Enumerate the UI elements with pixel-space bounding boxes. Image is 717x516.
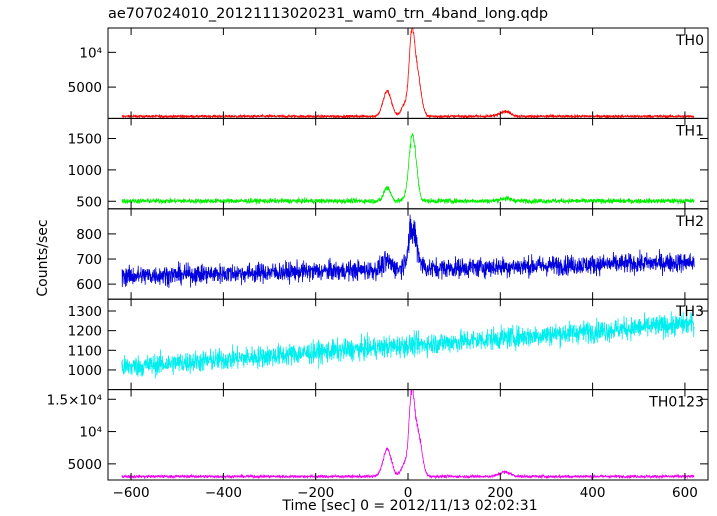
y-tick-label-th0123: 5000: [68, 457, 102, 473]
x-tick-label: −400: [205, 485, 242, 501]
series-line-th2: [121, 214, 695, 289]
panel-frame-th3: [107, 298, 709, 391]
y-tick-label-th0123: 10⁴: [79, 425, 102, 441]
panel-label-th0123: TH0123: [648, 395, 704, 411]
x-tick-label: −200: [297, 485, 334, 501]
y-tick-label-th2: 700: [76, 252, 102, 268]
panel-label-th0: TH0: [675, 33, 704, 49]
y-tick-label-th3: 1200: [68, 324, 102, 340]
x-tick-label: 600: [672, 485, 698, 501]
y-tick-label-th3: 1100: [68, 343, 102, 359]
x-axis-label: Time [sec] 0 = 2012/11/13 02:02:31: [281, 498, 537, 514]
y-tick-label-th0: 10⁴: [79, 45, 102, 61]
y-tick-label-th3: 1300: [68, 304, 102, 320]
y-tick-label-th3: 1000: [68, 363, 102, 379]
panel-frame-th1: [107, 117, 709, 210]
series-line-th3: [121, 311, 695, 379]
series-line-th0: [121, 28, 695, 119]
chart-title: ae707024010_20121113020231_wam0_trn_4ban…: [108, 6, 548, 22]
y-tick-label-th2: 800: [76, 227, 102, 243]
series-line-th0123: [121, 389, 695, 480]
y-tick-label-th2: 600: [76, 277, 102, 293]
y-tick-label-th0123: 1.5×10⁴: [47, 392, 102, 408]
panel-frame-th2: [107, 208, 709, 300]
x-tick-label: 0: [404, 485, 413, 501]
panel-label-th1: TH1: [675, 123, 704, 139]
series-line-th1: [121, 133, 695, 205]
y-axis-label: Counts/sec: [35, 219, 51, 296]
x-tick-label: 400: [580, 485, 606, 501]
x-tick-label: 200: [487, 485, 513, 501]
y-tick-label-th1: 1000: [68, 163, 102, 179]
y-tick-label-th0: 5000: [68, 80, 102, 96]
panel-label-th2: TH2: [675, 214, 704, 230]
panels-group: TH0 5000 10⁴ TH1 500 1000 1500 TH2 600 700 800 TH3 1…: [47, 27, 709, 501]
panel-label-th3: TH3: [675, 304, 704, 320]
y-tick-label-th1: 1500: [68, 131, 102, 147]
x-tick-label: −600: [113, 485, 150, 501]
y-tick-label-th1: 500: [76, 194, 102, 210]
